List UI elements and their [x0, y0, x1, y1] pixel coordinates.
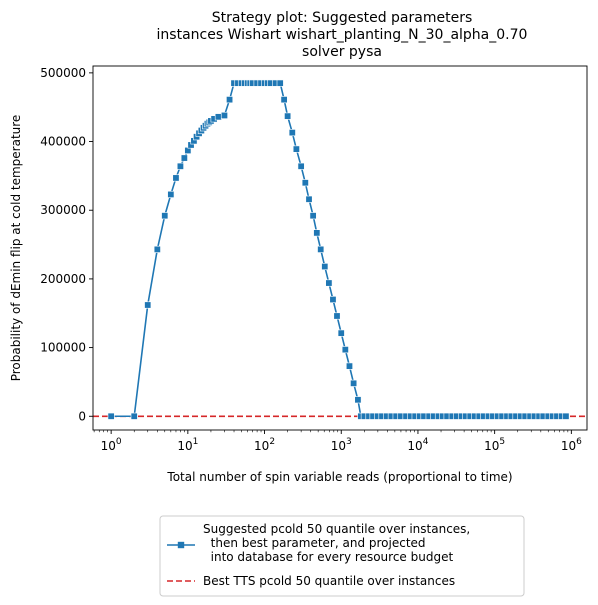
y-tick-label: 100000	[40, 341, 86, 355]
series-suggested-point	[325, 279, 333, 287]
series-suggested-point	[354, 396, 362, 404]
x-tick-label: 106	[561, 437, 582, 453]
series-suggested-point	[226, 96, 234, 104]
series-suggested-point	[317, 245, 325, 253]
series-suggested-point	[107, 412, 115, 420]
chart-title: Strategy plot: Suggested parametersinsta…	[157, 10, 528, 60]
legend-label-suggested: Suggested pcold 50 quantile over instanc…	[203, 522, 470, 564]
series-suggested-point	[297, 162, 305, 170]
series-suggested-point	[153, 245, 161, 253]
legend-marker-suggested	[177, 541, 185, 549]
legend-label-best: Best TTS pcold 50 quantile over instance…	[203, 574, 455, 588]
legend-box	[159, 515, 525, 597]
series-suggested-point	[280, 96, 288, 104]
series-suggested-point	[220, 111, 228, 119]
series-suggested-point	[321, 263, 329, 271]
series-suggested-point	[172, 174, 180, 182]
chart-title-line: Strategy plot: Suggested parameters	[212, 10, 473, 26]
y-axis-label: Probability of dEmin flip at cold temper…	[9, 115, 23, 382]
series-suggested-point	[305, 195, 313, 203]
x-tick-label: 100	[101, 437, 122, 453]
y-tick-label: 0	[78, 409, 86, 423]
y-tick-label: 400000	[40, 135, 86, 149]
series-suggested-point	[288, 129, 296, 137]
series-suggested-point	[313, 229, 321, 237]
plot-area	[93, 79, 587, 420]
series-suggested-point	[167, 190, 175, 198]
series-suggested-point	[176, 162, 184, 170]
series-suggested-point	[345, 362, 353, 370]
x-tick-label: 105	[484, 437, 505, 453]
chart-title-line: solver pysa	[302, 44, 382, 60]
plot-frame	[92, 65, 588, 431]
y-tick-label: 200000	[40, 272, 86, 286]
series-suggested-point	[161, 212, 169, 220]
series-suggested-point	[341, 346, 349, 354]
series-suggested-point	[329, 296, 337, 304]
series-suggested-point	[214, 113, 222, 121]
series-suggested-point	[144, 301, 152, 309]
series-suggested-point	[337, 329, 345, 337]
series-suggested-point	[350, 379, 358, 387]
series-suggested-line	[111, 82, 566, 418]
axes: 0 100000 200000 300000 400000 500000 100 101 102…	[40, 65, 588, 453]
series-suggested-point	[130, 412, 138, 420]
series-suggested-point	[309, 212, 317, 220]
series-suggested-point	[284, 112, 292, 120]
series-suggested-point	[276, 79, 284, 87]
legend: Suggested pcold 50 quantile over instanc…	[159, 515, 525, 597]
x-tick-label: 102	[254, 437, 275, 453]
x-tick-label: 101	[177, 437, 198, 453]
series-suggested-point	[180, 154, 188, 162]
y-tick-label: 300000	[40, 203, 86, 217]
series-suggested-point	[301, 179, 309, 187]
x-tick-label: 103	[331, 437, 352, 453]
chart-title-line: instances Wishart wishart_planting_N_30_…	[157, 27, 528, 43]
series-suggested-point	[292, 145, 300, 153]
x-axis-label: Total number of spin variable reads (pro…	[166, 470, 512, 484]
series-suggested-point	[562, 412, 570, 420]
y-tick-label: 500000	[40, 66, 86, 80]
series-suggested-point	[333, 312, 341, 320]
x-tick-label: 104	[407, 437, 428, 453]
